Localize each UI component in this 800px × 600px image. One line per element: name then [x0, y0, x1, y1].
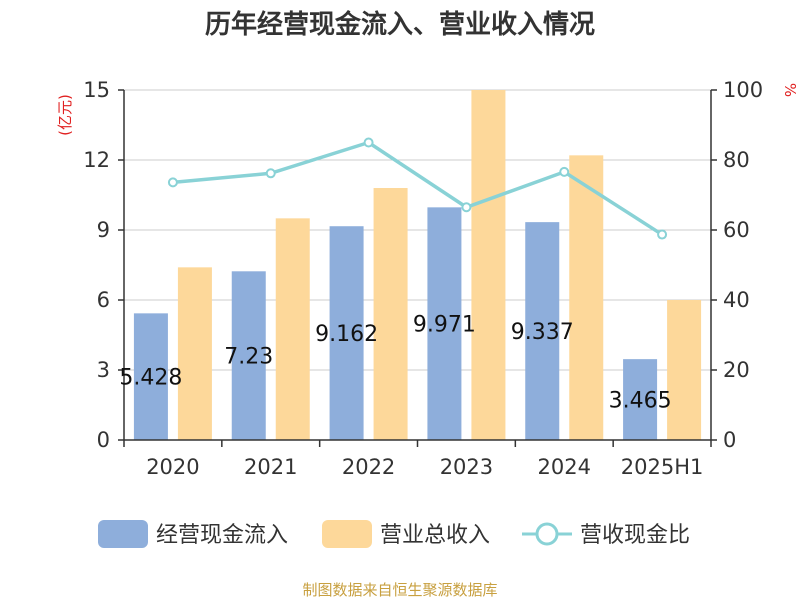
ratio-point: [559, 166, 570, 177]
ratio-line-path: [172, 140, 664, 237]
bar-data-label: 3.465: [609, 389, 672, 414]
left-tick-label: 6: [97, 288, 110, 312]
grid-lines: [124, 89, 711, 371]
bar-cash-inflow: [525, 222, 560, 440]
bar-revenue: [667, 300, 702, 440]
left-tick-label: 3: [97, 358, 110, 382]
chart-title: 历年经营现金流入、营业收入情况: [205, 9, 595, 40]
bar-cash-inflow: [329, 226, 364, 440]
right-tick-label: 0: [723, 428, 736, 452]
ratio-point: [363, 137, 374, 148]
ratio-point: [657, 229, 668, 240]
bar-revenue: [569, 155, 604, 441]
bar-data-label: 9.971: [413, 313, 476, 338]
bar-data-label: 9.162: [315, 322, 378, 347]
source-note: 制图数据来自恒生聚源数据库: [302, 581, 497, 599]
legend-swatch: [98, 520, 148, 548]
axes: 0 3 6 9 12 15 0 20 40 60 80 100 2020 2021 2022 2023 2024…: [83, 78, 763, 479]
bar-revenue: [275, 218, 310, 440]
bar-cash-inflow: [231, 271, 266, 440]
x-tick-label: 2022: [342, 455, 395, 479]
x-tick-label: 2020: [146, 455, 199, 479]
left-tick-label: 15: [83, 78, 110, 102]
legend-swatch: [322, 520, 372, 548]
right-axis-unit: %: [781, 83, 799, 97]
bar-revenue: [177, 267, 212, 440]
right-tick-label: 20: [723, 358, 750, 382]
x-tick-label: 2021: [244, 455, 297, 479]
legend-marker: [535, 522, 559, 546]
bar-cash-inflow: [623, 359, 658, 440]
x-tick-label: 2023: [440, 455, 493, 479]
right-tick-label: 60: [723, 218, 750, 242]
left-tick-label: 0: [97, 428, 110, 452]
x-tick-label: 2025H1: [621, 455, 704, 479]
bars: [133, 90, 702, 441]
ratio-point: [167, 177, 178, 188]
bar-cash-inflow: [427, 207, 462, 440]
left-tick-label: 9: [97, 218, 110, 242]
bar-cash-inflow: [133, 313, 168, 440]
left-axis-unit: (亿元): [56, 94, 74, 136]
legend-label: 营收现金比: [580, 523, 690, 548]
right-tick-label: 80: [723, 148, 750, 172]
x-tick-label: 2024: [538, 455, 591, 479]
legend-label: 营业总收入: [380, 523, 490, 548]
right-tick-label: 40: [723, 288, 750, 312]
legend: 经营现金流入 营业总收入 营收现金比: [98, 520, 690, 548]
ratio-line: [167, 137, 668, 240]
bar-revenue: [471, 90, 506, 440]
left-tick-label: 12: [83, 148, 110, 172]
data-labels: 5.428 7.23 9.162 9.971 9.337 3.465: [119, 313, 671, 414]
right-tick-label: 100: [723, 78, 763, 102]
bar-revenue: [373, 188, 408, 440]
bar-data-label: 5.428: [119, 366, 182, 391]
legend-label: 经营现金流入: [156, 523, 288, 548]
bar-data-label: 9.337: [511, 320, 574, 345]
ratio-point: [461, 202, 472, 213]
bar-data-label: 7.23: [224, 345, 273, 370]
ratio-point: [265, 168, 276, 179]
